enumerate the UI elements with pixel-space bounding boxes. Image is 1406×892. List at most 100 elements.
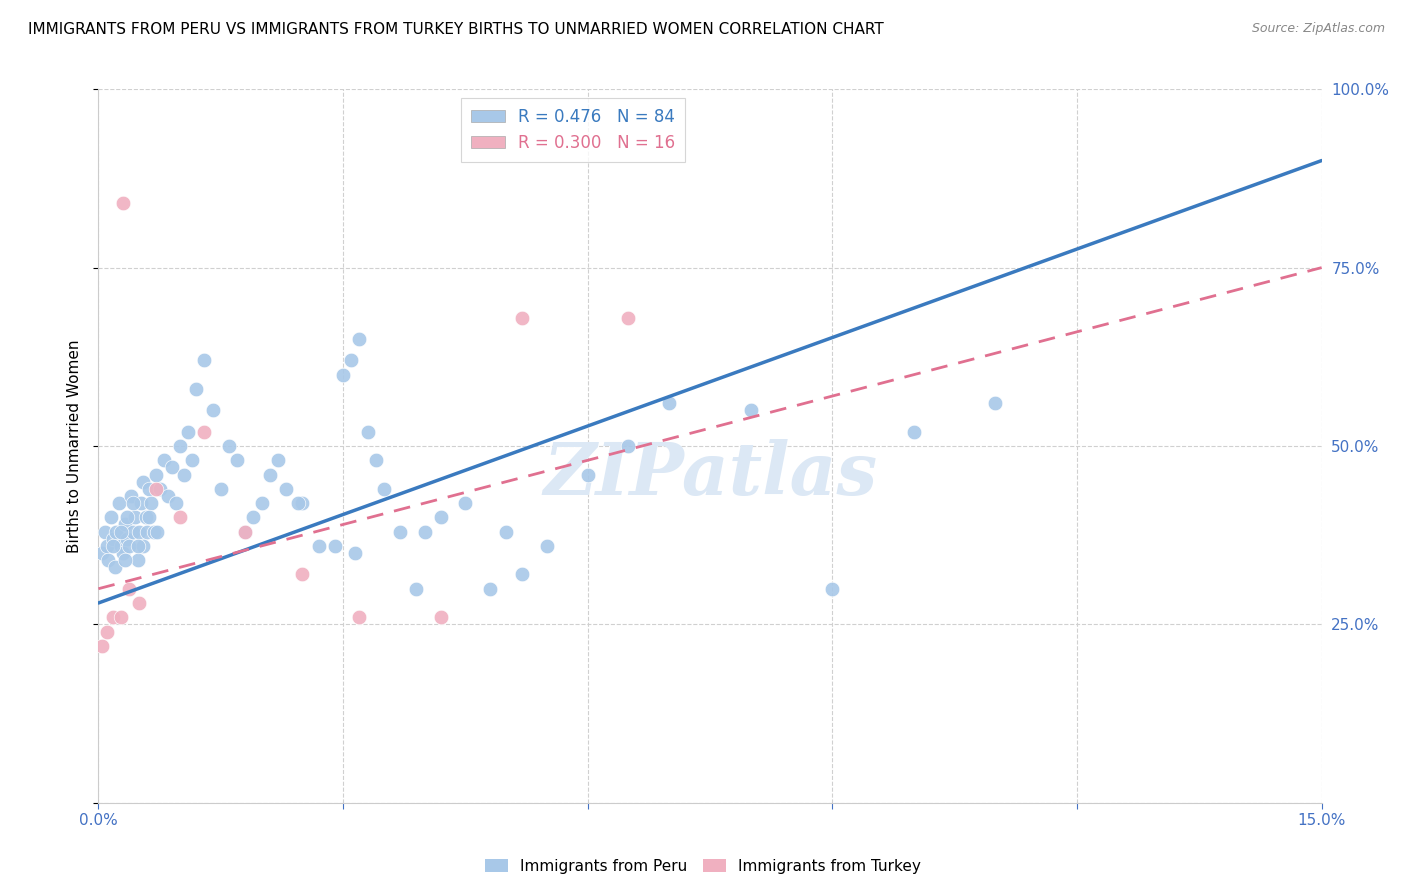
Point — [323, 539, 346, 553]
Point — [478, 582, 501, 596]
Point — [101, 532, 124, 546]
Point — [127, 539, 149, 553]
Point — [104, 560, 127, 574]
Point — [218, 439, 240, 453]
Point — [114, 553, 136, 567]
Point — [658, 396, 681, 410]
Point — [233, 524, 256, 539]
Point — [132, 475, 155, 489]
Point — [413, 524, 436, 539]
Point — [291, 496, 314, 510]
Point — [405, 582, 427, 596]
Point — [96, 624, 118, 639]
Point — [142, 524, 165, 539]
Point — [173, 467, 195, 482]
Point — [152, 453, 174, 467]
Point — [146, 524, 169, 539]
Point — [349, 610, 371, 624]
Point — [135, 510, 157, 524]
Point — [138, 482, 160, 496]
Point — [91, 639, 114, 653]
Point — [94, 524, 117, 539]
Point — [373, 482, 395, 496]
Point — [512, 310, 534, 325]
Text: ZIPatlas: ZIPatlas — [543, 439, 877, 510]
Point — [984, 396, 1007, 410]
Point — [121, 524, 143, 539]
Point — [308, 539, 330, 553]
Point — [454, 496, 477, 510]
Text: IMMIGRANTS FROM PERU VS IMMIGRANTS FROM TURKEY BIRTHS TO UNMARRIED WOMEN CORRELA: IMMIGRANTS FROM PERU VS IMMIGRANTS FROM … — [28, 22, 884, 37]
Point — [141, 496, 163, 510]
Point — [291, 567, 314, 582]
Point — [821, 582, 844, 596]
Point — [91, 546, 114, 560]
Point — [100, 510, 122, 524]
Point — [349, 332, 371, 346]
Text: Source: ZipAtlas.com: Source: ZipAtlas.com — [1251, 22, 1385, 36]
Point — [128, 596, 150, 610]
Point — [115, 532, 138, 546]
Point — [332, 368, 354, 382]
Point — [118, 582, 141, 596]
Point — [145, 467, 167, 482]
Point — [193, 425, 215, 439]
Point — [160, 460, 183, 475]
Point — [110, 539, 132, 553]
Point — [97, 553, 120, 567]
Point — [186, 382, 208, 396]
Point — [121, 496, 143, 510]
Point — [242, 510, 264, 524]
Point — [617, 439, 640, 453]
Point — [145, 482, 167, 496]
Point — [129, 496, 152, 510]
Point — [105, 524, 128, 539]
Point — [344, 546, 367, 560]
Point — [430, 610, 453, 624]
Point — [903, 425, 925, 439]
Point — [115, 510, 138, 524]
Point — [120, 489, 142, 503]
Legend: Immigrants from Peru, Immigrants from Turkey: Immigrants from Peru, Immigrants from Tu… — [479, 853, 927, 880]
Y-axis label: Births to Unmarried Women: Births to Unmarried Women — [67, 339, 83, 553]
Point — [512, 567, 534, 582]
Point — [576, 467, 599, 482]
Point — [136, 524, 159, 539]
Point — [209, 482, 232, 496]
Point — [165, 496, 187, 510]
Point — [536, 539, 558, 553]
Point — [110, 524, 132, 539]
Point — [495, 524, 517, 539]
Point — [430, 510, 453, 524]
Point — [111, 546, 134, 560]
Point — [274, 482, 297, 496]
Point — [127, 553, 149, 567]
Point — [169, 510, 191, 524]
Point — [108, 496, 131, 510]
Point — [287, 496, 309, 510]
Point — [114, 517, 136, 532]
Point — [181, 453, 204, 467]
Point — [193, 353, 215, 368]
Point — [111, 196, 134, 211]
Point — [149, 482, 172, 496]
Point — [233, 524, 256, 539]
Point — [617, 310, 640, 325]
Point — [740, 403, 762, 417]
Point — [169, 439, 191, 453]
Point — [101, 610, 124, 624]
Point — [118, 539, 141, 553]
Point — [101, 539, 124, 553]
Point — [96, 539, 118, 553]
Point — [132, 539, 155, 553]
Point — [340, 353, 363, 368]
Point — [124, 510, 146, 524]
Point — [128, 524, 150, 539]
Point — [110, 610, 132, 624]
Point — [156, 489, 179, 503]
Point — [364, 453, 387, 467]
Point — [177, 425, 200, 439]
Legend: R = 0.476   N = 84, R = 0.300   N = 16: R = 0.476 N = 84, R = 0.300 N = 16 — [461, 97, 685, 161]
Point — [138, 510, 160, 524]
Point — [201, 403, 224, 417]
